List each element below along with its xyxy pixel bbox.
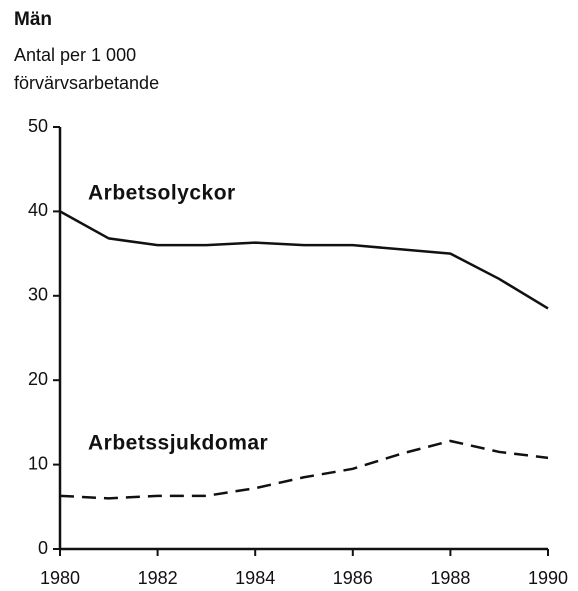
- chart-subtitle: Antal per 1 000: [14, 45, 136, 65]
- x-tick-label: 1986: [333, 568, 373, 588]
- x-tick-label: 1984: [235, 568, 275, 588]
- series-label: Arbetsolyckor: [88, 182, 236, 205]
- y-tick-label: 50: [28, 116, 48, 136]
- y-tick-label: 40: [28, 200, 48, 220]
- series-line: [59, 210, 549, 310]
- y-tick-label: 10: [28, 453, 48, 473]
- y-tick-label: 20: [28, 369, 48, 389]
- x-tick-label: 1988: [430, 568, 470, 588]
- series-line: [59, 439, 549, 500]
- y-tick-label: 30: [28, 285, 48, 305]
- y-tick-label: 0: [38, 538, 48, 558]
- x-tick-label: 1980: [40, 568, 80, 588]
- series-label: Arbetssjukdomar: [88, 432, 268, 455]
- chart-title: Män: [14, 9, 52, 30]
- chart-subtitle: förvärvsarbetande: [14, 73, 159, 93]
- x-tick-label: 1990: [528, 568, 568, 588]
- x-tick-label: 1982: [138, 568, 178, 588]
